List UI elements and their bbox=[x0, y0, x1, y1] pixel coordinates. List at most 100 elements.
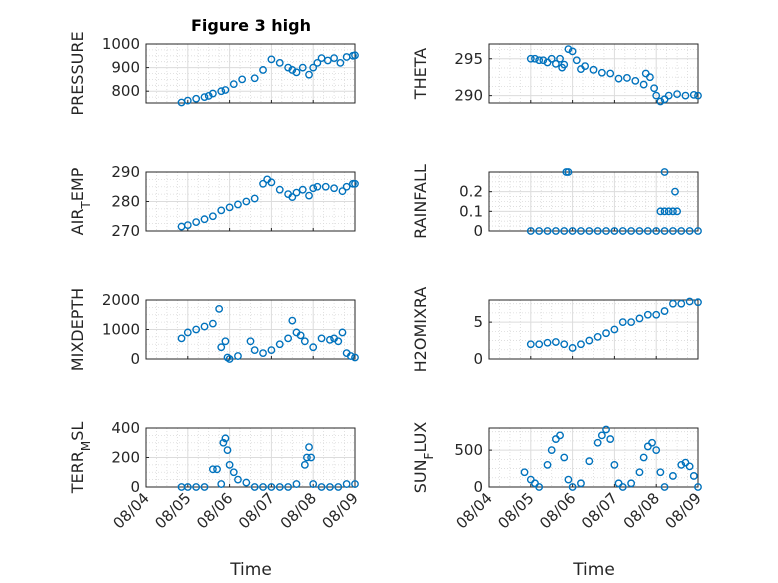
y-tick-label: 5 bbox=[473, 313, 483, 331]
data-point-terr_msl bbox=[300, 460, 309, 469]
data-point-terr_msl bbox=[307, 453, 316, 462]
data-point-terr_msl bbox=[305, 443, 313, 452]
data-point-theta bbox=[597, 68, 606, 77]
data-point-h2omixra bbox=[685, 297, 694, 306]
data-point-h2omixra bbox=[526, 340, 535, 349]
data-point-sun_flux bbox=[568, 483, 577, 491]
subplot-h2omixra: 0 5 H2OMIXRA bbox=[411, 287, 702, 372]
data-point-terr_msl bbox=[217, 480, 226, 488]
data-point-sun_flux bbox=[543, 460, 552, 469]
data-point-air_temp bbox=[200, 215, 209, 224]
data-point-rainfall bbox=[671, 187, 679, 196]
data-point-mixdepth bbox=[259, 349, 267, 357]
data-point-theta bbox=[639, 80, 648, 89]
data-point-h2omixra bbox=[593, 332, 602, 341]
y-tick-label: 0 bbox=[130, 478, 140, 496]
x-tick-label: 08/09 bbox=[662, 489, 705, 532]
data-point-h2omixra bbox=[669, 299, 677, 308]
data-point-h2omixra bbox=[602, 329, 610, 338]
x-tick-label: 08/05 bbox=[151, 489, 194, 532]
data-point-theta bbox=[664, 91, 673, 100]
data-point-sun_flux bbox=[652, 446, 661, 455]
data-point-pressure bbox=[183, 96, 192, 105]
data-point-terr_msl bbox=[213, 465, 221, 474]
y-tick-label: 0 bbox=[473, 222, 483, 240]
y-axis-label-pressure: PRESSURE bbox=[68, 31, 87, 115]
y-tick-label: 0.1 bbox=[459, 202, 483, 220]
data-point-rainfall bbox=[618, 227, 627, 235]
data-point-h2omixra bbox=[560, 340, 569, 349]
data-point-air_temp bbox=[267, 178, 276, 187]
data-point-theta bbox=[694, 91, 702, 100]
data-point-pressure bbox=[330, 54, 338, 63]
y-axis-label-air_temp: AIRTEMP bbox=[68, 167, 93, 235]
data-point-h2omixra bbox=[660, 307, 669, 315]
data-point-air_temp bbox=[192, 218, 201, 227]
data-point-sun_flux bbox=[577, 479, 585, 488]
y-tick-label: 290 bbox=[111, 163, 140, 181]
data-point-rainfall bbox=[669, 207, 677, 216]
data-point-terr_msl bbox=[183, 483, 192, 491]
data-point-mixdepth bbox=[326, 335, 334, 344]
x-tick-label: 08/08 bbox=[277, 489, 320, 532]
data-point-h2omixra bbox=[627, 318, 636, 327]
data-point-rainfall bbox=[610, 227, 619, 235]
data-point-sun_flux bbox=[685, 462, 694, 471]
data-point-mixdepth bbox=[275, 340, 284, 349]
data-point-terr_msl bbox=[192, 483, 201, 491]
data-point-theta bbox=[646, 73, 654, 82]
data-point-h2omixra bbox=[535, 340, 544, 349]
data-point-rainfall bbox=[564, 168, 573, 176]
axes-box-rainfall bbox=[488, 171, 699, 232]
data-point-sun_flux bbox=[677, 460, 686, 469]
data-point-pressure bbox=[284, 63, 293, 72]
data-point-sun_flux bbox=[606, 435, 615, 443]
data-point-mixdepth bbox=[346, 352, 355, 360]
y-tick-label: 280 bbox=[111, 193, 140, 211]
data-point-theta bbox=[526, 54, 535, 63]
data-point-h2omixra bbox=[618, 318, 627, 327]
data-point-rainfall bbox=[694, 227, 702, 235]
data-point-pressure bbox=[204, 92, 213, 100]
data-point-air_temp bbox=[309, 184, 318, 193]
data-point-air_temp bbox=[321, 182, 330, 191]
x-tick-label: 08/09 bbox=[319, 489, 362, 532]
data-point-theta bbox=[681, 91, 690, 100]
data-point-mixdepth bbox=[250, 346, 259, 355]
y-tick-label: 2000 bbox=[102, 291, 140, 309]
axes-box-sun_flux bbox=[488, 427, 699, 488]
data-point-rainfall bbox=[643, 227, 652, 235]
data-point-mixdepth bbox=[246, 337, 255, 346]
data-point-mixdepth bbox=[177, 334, 186, 343]
data-point-mixdepth bbox=[200, 322, 209, 331]
data-point-terr_msl bbox=[250, 483, 259, 491]
data-point-air_temp bbox=[298, 185, 307, 194]
data-point-air_temp bbox=[208, 212, 217, 221]
data-point-air_temp bbox=[330, 184, 338, 193]
data-point-air_temp bbox=[225, 203, 234, 212]
y-tick-label: 200 bbox=[111, 449, 140, 467]
data-point-air_temp bbox=[242, 197, 251, 206]
y-tick-label: 1000 bbox=[102, 321, 140, 339]
data-point-theta bbox=[551, 60, 560, 68]
data-point-mixdepth bbox=[296, 331, 305, 340]
data-point-h2omixra bbox=[635, 314, 644, 323]
y-tick-label: 800 bbox=[111, 82, 140, 100]
subplot-terr_msl: 020040008/0408/0508/0608/0708/0808/09TER… bbox=[68, 419, 362, 532]
data-point-air_temp bbox=[183, 221, 192, 230]
data-point-sun_flux bbox=[694, 483, 702, 491]
x-tick-label: 08/07 bbox=[578, 489, 621, 532]
y-axis-label-sun_flux: SUNFLUX bbox=[411, 422, 436, 494]
axes-box-theta bbox=[488, 43, 699, 104]
data-point-theta bbox=[631, 76, 640, 85]
data-point-rainfall bbox=[664, 207, 673, 216]
y-tick-label: 400 bbox=[111, 419, 140, 437]
y-tick-label: 0.2 bbox=[459, 183, 483, 201]
data-point-sun_flux bbox=[556, 431, 564, 440]
data-point-h2omixra bbox=[694, 298, 702, 307]
data-point-rainfall bbox=[627, 227, 636, 235]
data-point-air_temp bbox=[259, 179, 267, 188]
data-point-h2omixra bbox=[543, 338, 552, 347]
data-point-pressure bbox=[351, 51, 359, 60]
